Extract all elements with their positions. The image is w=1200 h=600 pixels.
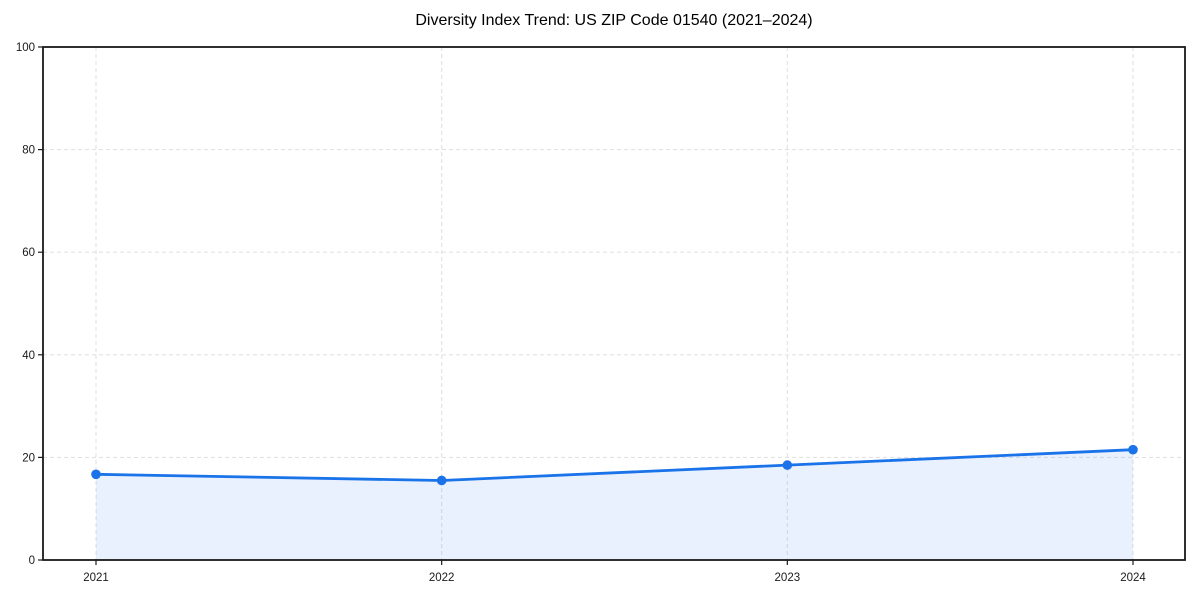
y-tick-label-60: 60 xyxy=(22,247,35,259)
y-tick-label-20: 20 xyxy=(22,452,35,464)
y-tick-label-100: 100 xyxy=(16,42,35,54)
data-point-2022 xyxy=(436,475,447,486)
data-point-2023 xyxy=(782,460,793,470)
chart-title: Diversity Index Trend: US ZIP Code 01540… xyxy=(415,12,813,29)
x-tick-label-2023: 2023 xyxy=(775,572,801,584)
x-tick-label-2024: 2024 xyxy=(1120,572,1146,584)
axis-frame xyxy=(42,46,1186,561)
y-tick-label-0: 0 xyxy=(29,555,35,567)
y-tick-label-80: 80 xyxy=(22,145,35,157)
area-fill xyxy=(96,449,1133,560)
data-point-2021 xyxy=(91,469,101,480)
y-tick-label-40: 40 xyxy=(22,350,35,362)
x-tick-label-2021: 2021 xyxy=(83,572,109,584)
x-tick-label-2022: 2022 xyxy=(429,572,455,584)
data-point-2024 xyxy=(1128,444,1138,455)
trend-line xyxy=(94,448,1135,482)
